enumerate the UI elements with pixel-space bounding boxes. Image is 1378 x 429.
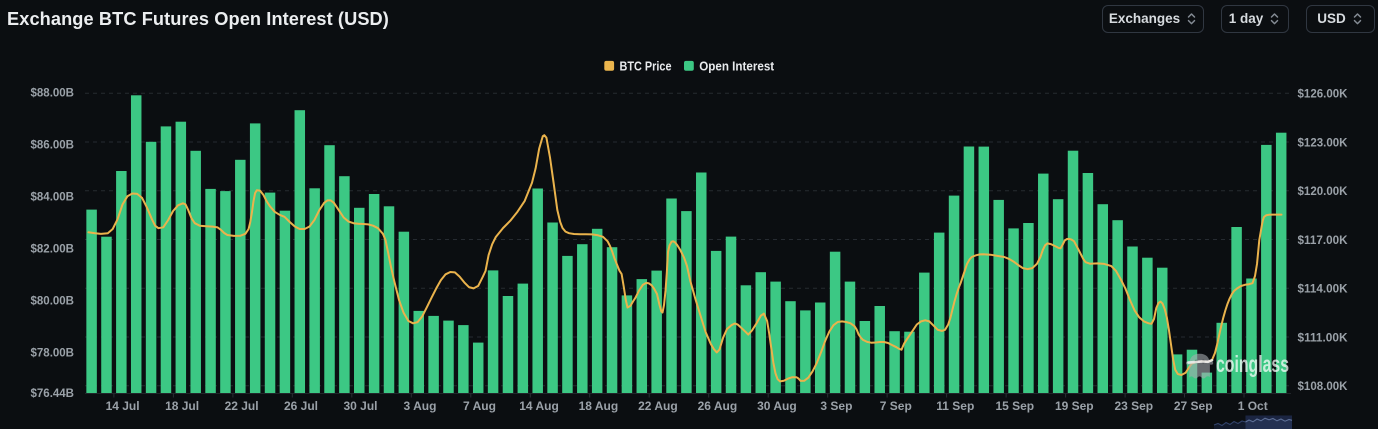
svg-text:coinglass: coinglass bbox=[1216, 351, 1289, 377]
svg-text:$88.00B: $88.00B bbox=[31, 86, 75, 100]
svg-text:$76.44B: $76.44B bbox=[31, 386, 75, 400]
svg-text:7 Aug: 7 Aug bbox=[463, 399, 496, 413]
svg-text:Open Interest: Open Interest bbox=[699, 59, 775, 73]
svg-text:14 Jul: 14 Jul bbox=[106, 399, 140, 413]
svg-text:22 Jul: 22 Jul bbox=[225, 399, 259, 413]
svg-text:26 Aug: 26 Aug bbox=[698, 399, 738, 413]
svg-text:$80.00B: $80.00B bbox=[31, 294, 75, 308]
svg-text:23 Sep: 23 Sep bbox=[1114, 399, 1153, 413]
svg-text:$84.00B: $84.00B bbox=[31, 190, 75, 204]
svg-text:15 Sep: 15 Sep bbox=[995, 399, 1034, 413]
svg-text:7 Sep: 7 Sep bbox=[880, 399, 912, 413]
svg-text:$114.00K: $114.00K bbox=[1298, 282, 1348, 296]
svg-text:$78.00B: $78.00B bbox=[31, 345, 75, 359]
svg-text:26 Jul: 26 Jul bbox=[284, 399, 318, 413]
svg-text:1 Oct: 1 Oct bbox=[1238, 399, 1268, 413]
svg-text:27 Sep: 27 Sep bbox=[1174, 399, 1213, 413]
svg-text:$108.00K: $108.00K bbox=[1298, 379, 1348, 393]
svg-text:$111.00K: $111.00K bbox=[1298, 330, 1348, 344]
svg-text:14 Aug: 14 Aug bbox=[519, 399, 559, 413]
svg-text:$86.00B: $86.00B bbox=[31, 138, 75, 152]
svg-text:BTC Price: BTC Price bbox=[620, 59, 672, 73]
svg-text:30 Aug: 30 Aug bbox=[757, 399, 797, 413]
svg-text:$126.00K: $126.00K bbox=[1298, 87, 1348, 101]
svg-text:30 Jul: 30 Jul bbox=[343, 399, 377, 413]
svg-text:18 Aug: 18 Aug bbox=[579, 399, 619, 413]
svg-text:3 Sep: 3 Sep bbox=[820, 399, 852, 413]
svg-text:22 Aug: 22 Aug bbox=[638, 399, 678, 413]
svg-text:$123.00K: $123.00K bbox=[1298, 135, 1348, 149]
svg-text:3 Aug: 3 Aug bbox=[404, 399, 437, 413]
svg-text:$120.00K: $120.00K bbox=[1298, 184, 1348, 198]
svg-text:18 Jul: 18 Jul bbox=[165, 399, 199, 413]
svg-text:19 Sep: 19 Sep bbox=[1055, 399, 1094, 413]
svg-text:11 Sep: 11 Sep bbox=[936, 399, 974, 413]
svg-text:$82.00B: $82.00B bbox=[31, 242, 75, 256]
svg-text:$117.00K: $117.00K bbox=[1298, 233, 1348, 247]
